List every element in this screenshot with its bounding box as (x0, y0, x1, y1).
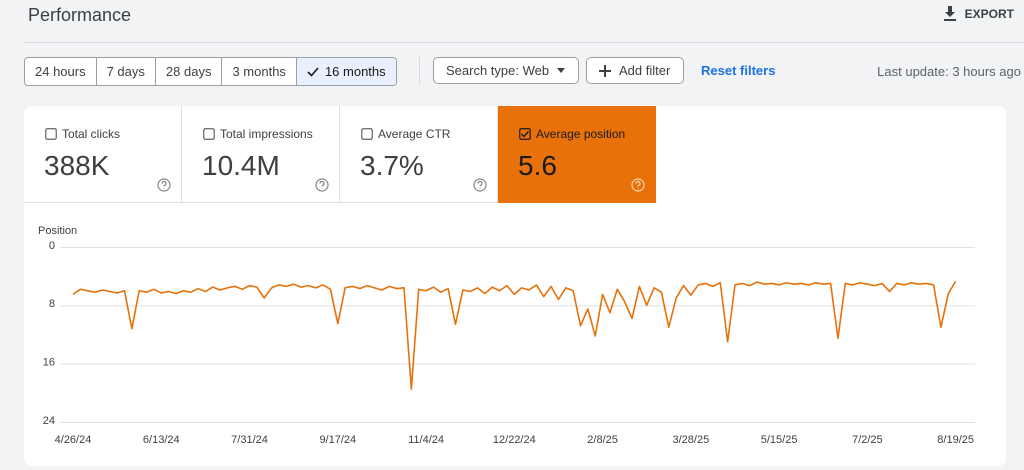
divider (24, 42, 1024, 43)
download-icon (943, 6, 956, 21)
x-tick-label: 7/31/24 (231, 434, 268, 446)
metric-label-row: Average CTR (361, 127, 450, 141)
metric-value: 3.7% (360, 150, 424, 181)
metric-label: Total clicks (62, 127, 121, 141)
metric-tile[interactable]: Total clicks 388K (24, 106, 182, 203)
date-range-button[interactable]: 16 months (295, 58, 396, 85)
x-tick-label: 3/28/25 (672, 434, 709, 446)
help-circle (315, 178, 329, 192)
export-label: EXPORT (964, 7, 1014, 21)
help-mark (319, 180, 325, 189)
help-circle (473, 178, 487, 192)
help-mark (477, 180, 483, 189)
checkbox (45, 128, 57, 140)
metric-label: Total impressions (220, 127, 313, 141)
x-tick-label: 11/4/24 (408, 434, 444, 446)
x-tick-label: 12/22/24 (493, 434, 536, 446)
checkbox-box (45, 128, 57, 140)
separator (419, 57, 420, 85)
checkbox-box (361, 128, 373, 140)
help-circle (157, 178, 171, 192)
export-button[interactable]: EXPORT (943, 6, 1014, 22)
performance-card: Position 0 8 16 24 4/26/24 6/13/24 7/31/24 9/17/… (24, 106, 1006, 466)
metric-tile[interactable]: Total impressions 10.4M (182, 106, 340, 203)
checkbox (519, 128, 531, 140)
last-update: Last update: 3 hours ago (877, 64, 1021, 79)
y-tick-label: 24 (43, 415, 55, 427)
date-range-label: 3 months (232, 64, 286, 79)
date-range-button[interactable]: 24 hours (25, 58, 96, 85)
reset-filters-link[interactable]: Reset filters (701, 63, 776, 78)
date-range-group: 24 hours 7 days 28 days 3 months 16 months (24, 57, 397, 86)
x-tick-label: 6/13/24 (143, 434, 180, 446)
checkbox (361, 128, 373, 140)
x-tick-label: 5/15/25 (761, 434, 798, 446)
y-axis-label: Position (38, 225, 77, 237)
checkbox (203, 128, 215, 140)
metric-value: 10.4M (202, 150, 280, 181)
checkbox-box (203, 128, 215, 140)
date-range-button[interactable]: 7 days (95, 58, 155, 85)
x-tick-label: 9/17/24 (319, 434, 356, 446)
position-line (72, 280, 957, 390)
check-path (307, 66, 319, 77)
date-range-button[interactable]: 3 months (221, 58, 295, 85)
checkbox-box (519, 128, 531, 140)
x-tick-label: 2/8/25 (587, 434, 618, 446)
metric-tile[interactable]: Average CTR 3.7% (340, 106, 498, 203)
add-filter-button[interactable]: Add filter (586, 57, 684, 84)
help-icon (473, 178, 487, 192)
search-type-dropdown[interactable]: Search type: Web (433, 57, 579, 84)
metric-label-row: Total clicks (45, 127, 120, 141)
date-range-label: 28 days (165, 64, 212, 79)
x-tick-label: 8/19/25 (937, 434, 974, 446)
help-circle (631, 178, 645, 192)
metric-label-row: Average position (519, 127, 625, 141)
add-filter-label: Add filter (619, 63, 671, 78)
metric-value: 388K (44, 150, 110, 181)
help-mark (161, 180, 167, 189)
y-tick-label: 8 (49, 298, 55, 310)
help-icon (315, 178, 329, 192)
metric-label-row: Total impressions (203, 127, 313, 141)
help-icon (631, 178, 645, 192)
page-title: Performance (28, 5, 132, 25)
chart: Position 0 8 16 244/26/24 6/13/24 7/31/24 9/17/… (38, 225, 975, 446)
date-range-label: 24 hours (35, 64, 86, 79)
y-tick-label: 16 (43, 357, 55, 369)
help-mark (635, 180, 641, 189)
check-icon (307, 66, 319, 77)
checkbox-check (521, 131, 530, 138)
metric-value: 5.6 (518, 150, 557, 181)
date-range-button[interactable]: 28 days (154, 58, 222, 85)
date-range-label: 16 months (324, 64, 386, 79)
metric-label: Average CTR (378, 127, 451, 141)
dropdown-arrow (557, 68, 566, 73)
y-tick-label: 0 (49, 240, 55, 252)
x-tick-label: 4/26/24 (55, 434, 92, 446)
date-range-label: 7 days (106, 64, 145, 79)
metric-label: Average position (536, 127, 626, 141)
metric-tile[interactable]: Average position 5.6 (498, 106, 656, 203)
x-tick-label: 7/2/25 (852, 434, 883, 446)
help-icon (157, 178, 171, 192)
search-type-label: Search type: Web (446, 63, 550, 78)
plus-icon (599, 64, 611, 77)
